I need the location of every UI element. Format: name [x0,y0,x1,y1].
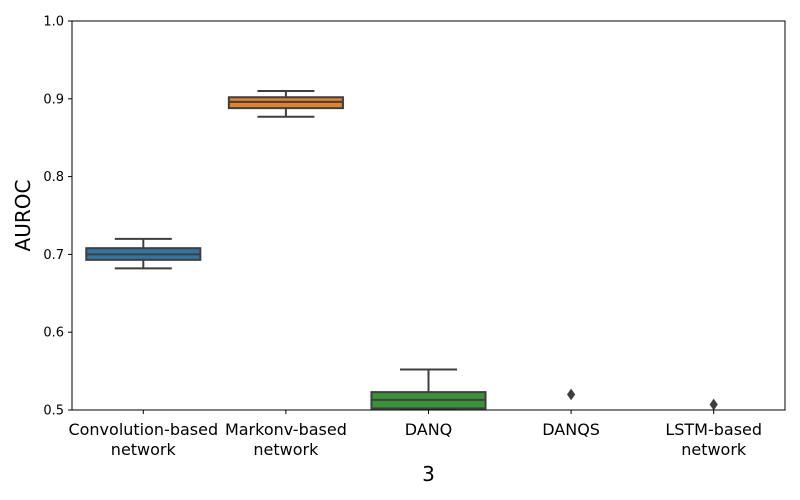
outlier-point [566,388,576,401]
x-tick-label: network [253,440,319,459]
y-tick-label: 1.0 [43,15,64,30]
x-tick-label: network [111,440,177,459]
y-axis-ticks: 0.5 0.6 0.7 0.8 0.9 1.0 [43,15,72,419]
y-tick-label: 0.6 [43,326,64,341]
plot-area-frame [71,20,786,411]
outlier-point [709,398,718,411]
box-series [85,90,718,411]
x-tick-label: network [681,440,747,459]
y-tick-label: 0.5 [43,404,64,419]
x-tick-label: DANQ [405,420,453,439]
x-tick-label: Markonv-based [225,420,347,439]
x-axis-title: 3 [422,462,435,486]
y-axis-title: AUROC [11,180,35,252]
y-tick-label: 0.8 [43,170,64,185]
x-tick-label: LSTM-based [665,420,762,439]
x-tick-label: Convolution-based [68,420,218,439]
y-tick-label: 0.9 [43,92,64,107]
y-tick-label: 0.7 [43,248,64,263]
x-tick-label: DANQS [542,420,600,439]
x-axis-ticks: Convolution-basednetworkMarkonv-basednet… [68,410,762,459]
